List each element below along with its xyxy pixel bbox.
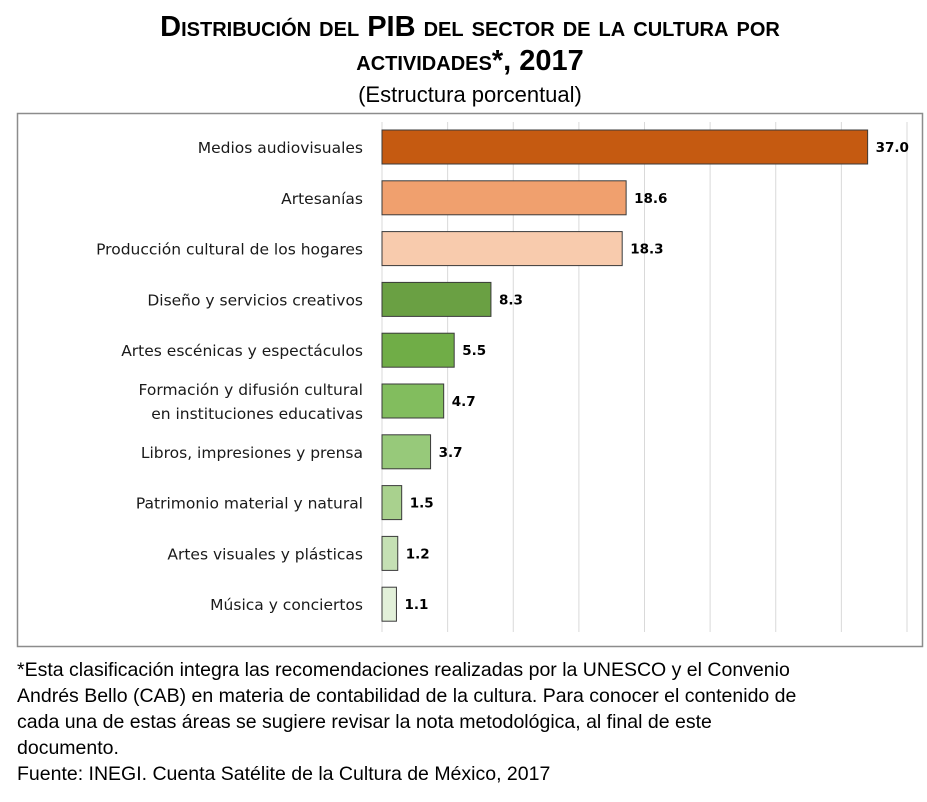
footnote-line-2: Andrés Bello (CAB) en materia de contabi… bbox=[17, 685, 797, 707]
bar bbox=[381, 281, 492, 317]
data-label: 1.1 bbox=[404, 597, 428, 613]
footnote-line-4: documento. bbox=[17, 737, 119, 759]
bar bbox=[381, 383, 445, 419]
bar bbox=[381, 434, 432, 470]
chart-subtitle: (Estructura porcentual) bbox=[358, 82, 582, 107]
bar bbox=[381, 485, 403, 521]
data-label: 37.0 bbox=[876, 140, 909, 156]
bar bbox=[381, 535, 399, 571]
category-label: Libros, impresiones y prensa bbox=[141, 444, 363, 462]
data-label: 5.5 bbox=[462, 343, 486, 359]
data-label: 8.3 bbox=[499, 292, 523, 308]
category-label: Artesanías bbox=[281, 190, 363, 208]
category-label: Artes escénicas y espectáculos bbox=[121, 342, 363, 360]
data-label: 18.6 bbox=[634, 191, 667, 207]
bar bbox=[381, 231, 623, 267]
chart-title-line1: Distribución del PIB del sector de la cu… bbox=[160, 11, 780, 43]
bar bbox=[381, 332, 455, 368]
category-label: Diseño y servicios creativos bbox=[147, 291, 363, 309]
data-label: 4.7 bbox=[452, 394, 476, 410]
data-label: 18.3 bbox=[630, 242, 663, 258]
bar bbox=[381, 586, 397, 622]
footnote-line-1: *Esta clasificación integra las recomend… bbox=[17, 659, 790, 681]
category-label: Música y conciertos bbox=[210, 596, 363, 614]
category-label: Patrimonio material y natural bbox=[136, 495, 363, 513]
category-label: en instituciones educativas bbox=[151, 405, 363, 423]
category-label: Producción cultural de los hogares bbox=[96, 241, 363, 259]
category-label: Medios audiovisuales bbox=[198, 139, 363, 157]
bar bbox=[381, 129, 869, 165]
source-note: Fuente: INEGI. Cuenta Satélite de la Cul… bbox=[17, 763, 551, 785]
category-label: Artes visuales y plásticas bbox=[167, 545, 363, 563]
bar bbox=[381, 180, 627, 216]
data-label: 1.2 bbox=[406, 546, 430, 562]
data-label: 1.5 bbox=[410, 496, 434, 512]
bar-chart: 37.0 Medios audiovisuales 18.6 Artesanías 18… bbox=[16, 112, 924, 648]
footnote-line-3: cada una de estas áreas se sugiere revis… bbox=[17, 711, 712, 733]
data-label: 3.7 bbox=[439, 445, 463, 461]
category-label: Formación y difusión cultural bbox=[139, 381, 363, 399]
chart-title-line2: actividades*, 2017 bbox=[356, 45, 584, 77]
